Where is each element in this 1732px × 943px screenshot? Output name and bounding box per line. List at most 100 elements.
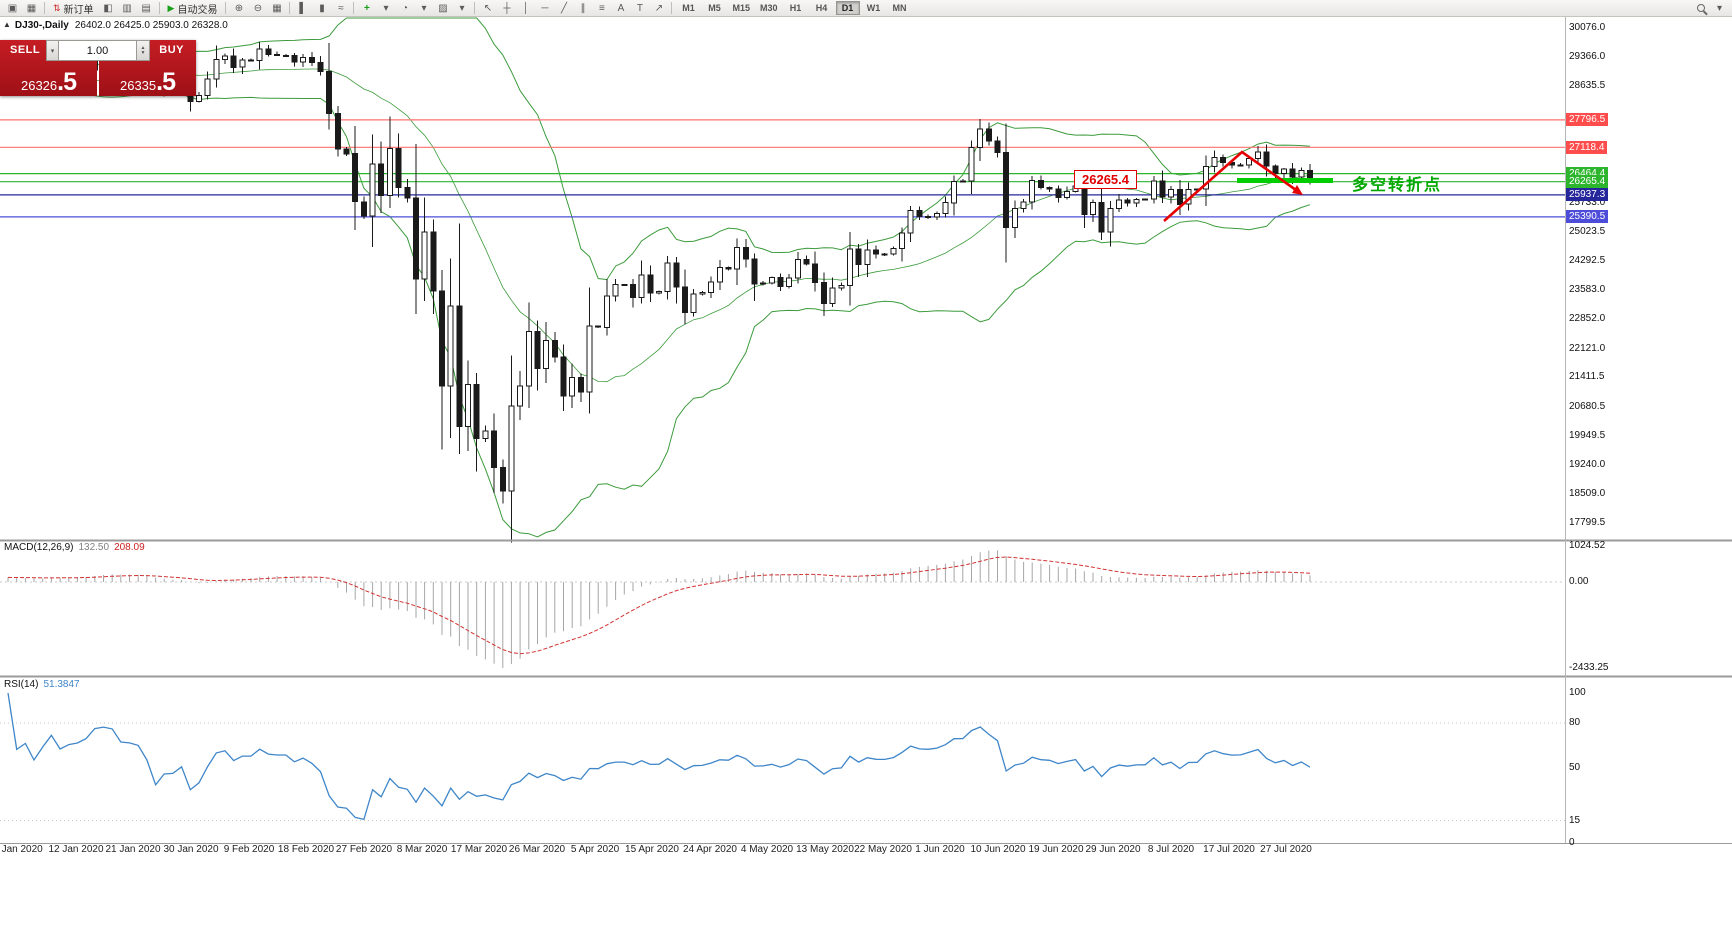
date-label: 10 Jun 2020 <box>970 844 1026 855</box>
date-label: 1 Jun 2020 <box>915 844 965 855</box>
timeframe-button-M30[interactable]: M30 <box>759 3 778 13</box>
sell-price-main: 26326 <box>20 78 58 93</box>
cursor-icon[interactable]: ↖ <box>483 2 493 14</box>
price-label: 29366.0 <box>1569 51 1606 62</box>
timeframe-button-MN[interactable]: MN <box>892 3 907 13</box>
terminal-icon[interactable]: ▤ <box>141 2 151 14</box>
macd-signal-value: 208.09 <box>114 542 145 553</box>
buy-price-main: 26335 <box>119 78 157 93</box>
equidistant-channel-icon[interactable]: ∥ <box>580 2 586 14</box>
timeframe-button-H4[interactable]: H4 <box>815 3 828 13</box>
timeframe-button-M1[interactable]: M1 <box>682 3 695 13</box>
date-label: 2 Jan 2020 <box>0 844 43 855</box>
zoom-in-icon[interactable]: ⊕ <box>234 2 244 14</box>
rsi-scale-label: 80 <box>1569 717 1581 728</box>
price-label: 17799.5 <box>1569 517 1606 528</box>
price-label: 25733.0 <box>1569 197 1606 208</box>
volume-input[interactable]: 1.00 <box>59 40 137 61</box>
price-label: 19949.5 <box>1569 430 1606 441</box>
timeframe-button-M5[interactable]: M5 <box>708 3 721 13</box>
arrows-icon[interactable]: ↗ <box>654 2 664 14</box>
search-icon[interactable] <box>1691 1 1710 16</box>
date-label: 24 Apr 2020 <box>683 844 737 855</box>
date-label: 18 Feb 2020 <box>277 844 335 855</box>
macd-signal-line <box>7 556 1311 655</box>
auto-trading-button[interactable]: ▶ 自动交易 <box>163 1 223 16</box>
horizontal-line-icon[interactable]: ─ <box>541 2 549 14</box>
profiles-icon[interactable]: ▦ <box>26 2 37 14</box>
date-label: 4 May 2020 <box>740 844 794 855</box>
price-label: 30076.0 <box>1569 22 1606 33</box>
step-down-icon[interactable]: ▼ <box>140 49 146 56</box>
chevron-down-icon[interactable]: ▾ <box>421 2 427 14</box>
bar-chart-icon[interactable]: ▌ <box>299 2 307 14</box>
timeframe-button-W1[interactable]: W1 <box>866 3 881 13</box>
fibonacci-icon[interactable]: ≡ <box>599 2 605 14</box>
data-window-icon[interactable]: ▥ <box>122 2 132 14</box>
turning-point-annotation[interactable]: 多空转折点 <box>1352 177 1443 194</box>
new-chart-icon[interactable]: ▣ <box>7 2 18 14</box>
price-label: 28635.5 <box>1569 80 1606 91</box>
red-zigzag-arrow[interactable] <box>1163 150 1303 222</box>
line-price-label: 26265.4 <box>1566 175 1609 188</box>
indicators-icon[interactable]: + <box>364 2 370 14</box>
market-watch-icon[interactable]: ◧ <box>103 2 113 14</box>
candlestick-chart-icon[interactable]: ▮ <box>319 2 325 14</box>
date-label: 5 Apr 2020 <box>570 844 620 855</box>
date-label: 21 Jan 2020 <box>105 844 161 855</box>
rsi-name: RSI(14) <box>4 679 39 690</box>
timeframe-button-D1[interactable]: D1 <box>835 1 860 15</box>
price-label: 21411.5 <box>1569 371 1605 382</box>
search-glyph <box>1696 4 1705 12</box>
new-order-button[interactable]: ⇅ 新订单 <box>48 1 99 16</box>
volume-stepper[interactable]: ▲ ▼ <box>137 40 150 61</box>
price-label: 23583.0 <box>1569 284 1606 295</box>
toolbar-separator <box>158 2 160 14</box>
chevron-down-icon[interactable]: ▾ <box>459 2 465 14</box>
grid-icon[interactable]: ▦ <box>272 2 282 14</box>
text-label-icon[interactable]: T <box>636 2 644 14</box>
macd-value: 132.50 <box>78 542 110 553</box>
horizontal-lines[interactable] <box>0 119 1565 218</box>
date-label: 12 Jan 2020 <box>48 844 104 855</box>
buy-price-frac: .5 <box>156 68 176 96</box>
crosshair-icon[interactable]: ┼ <box>503 2 511 14</box>
candles-layer <box>5 42 1313 543</box>
rsi-level-lines <box>0 722 1565 821</box>
date-label: 30 Jan 2020 <box>163 844 219 855</box>
chevron-down-icon[interactable]: ▾ <box>383 2 389 14</box>
volume-dropdown-icon[interactable]: ▾ <box>46 40 59 61</box>
vertical-line-icon[interactable]: │ <box>522 2 530 14</box>
price-label: 25023.5 <box>1569 226 1606 237</box>
timeframe-button-M15[interactable]: M15 <box>732 3 750 13</box>
trendline-icon[interactable]: ╱ <box>560 2 567 14</box>
price-label: 20680.5 <box>1569 401 1606 412</box>
chevron-down-icon[interactable]: ▾ <box>1716 2 1723 14</box>
date-label: 27 Jul 2020 <box>1260 844 1312 855</box>
support-zone-highlight[interactable] <box>1237 178 1333 183</box>
line-chart-icon[interactable]: ≈ <box>338 2 344 14</box>
step-up-icon[interactable]: ▲ <box>140 44 146 51</box>
price-level-annotation[interactable]: 26265.4 <box>1074 170 1137 189</box>
macd-histogram <box>7 550 1311 668</box>
price-label: 19240.0 <box>1569 459 1606 470</box>
macd-scale-label: -2433.25 <box>1569 662 1609 673</box>
price-label: 22852.0 <box>1569 313 1606 324</box>
sell-price: 26326.5 <box>0 70 97 95</box>
sell-price-frac: .5 <box>57 68 77 96</box>
date-label: 8 Mar 2020 <box>396 844 448 855</box>
one-click-toggle-icon[interactable]: ▲ <box>3 20 11 29</box>
auto-trading-button-label: 自动交易 <box>177 4 218 16</box>
timeframe-button-H1[interactable]: H1 <box>789 3 802 13</box>
macd-scale-label: 1024.52 <box>1569 540 1606 551</box>
templates-icon[interactable]: ▨ <box>438 2 448 14</box>
periods-icon[interactable]: ◔ <box>401 2 408 14</box>
toolbar-separator <box>44 2 45 14</box>
text-icon[interactable]: A <box>617 2 625 14</box>
rsi-scale-label: 0 <box>1569 837 1575 848</box>
panel-separators[interactable] <box>0 17 1732 844</box>
auto-trading-button-icon: ▶ <box>167 2 175 13</box>
zoom-out-icon[interactable]: ⊖ <box>253 2 263 14</box>
one-click-trading-panel: SELL 26326.5 BUY 26335.5 ▾ 1.00 ▲ ▼ <box>0 40 196 96</box>
